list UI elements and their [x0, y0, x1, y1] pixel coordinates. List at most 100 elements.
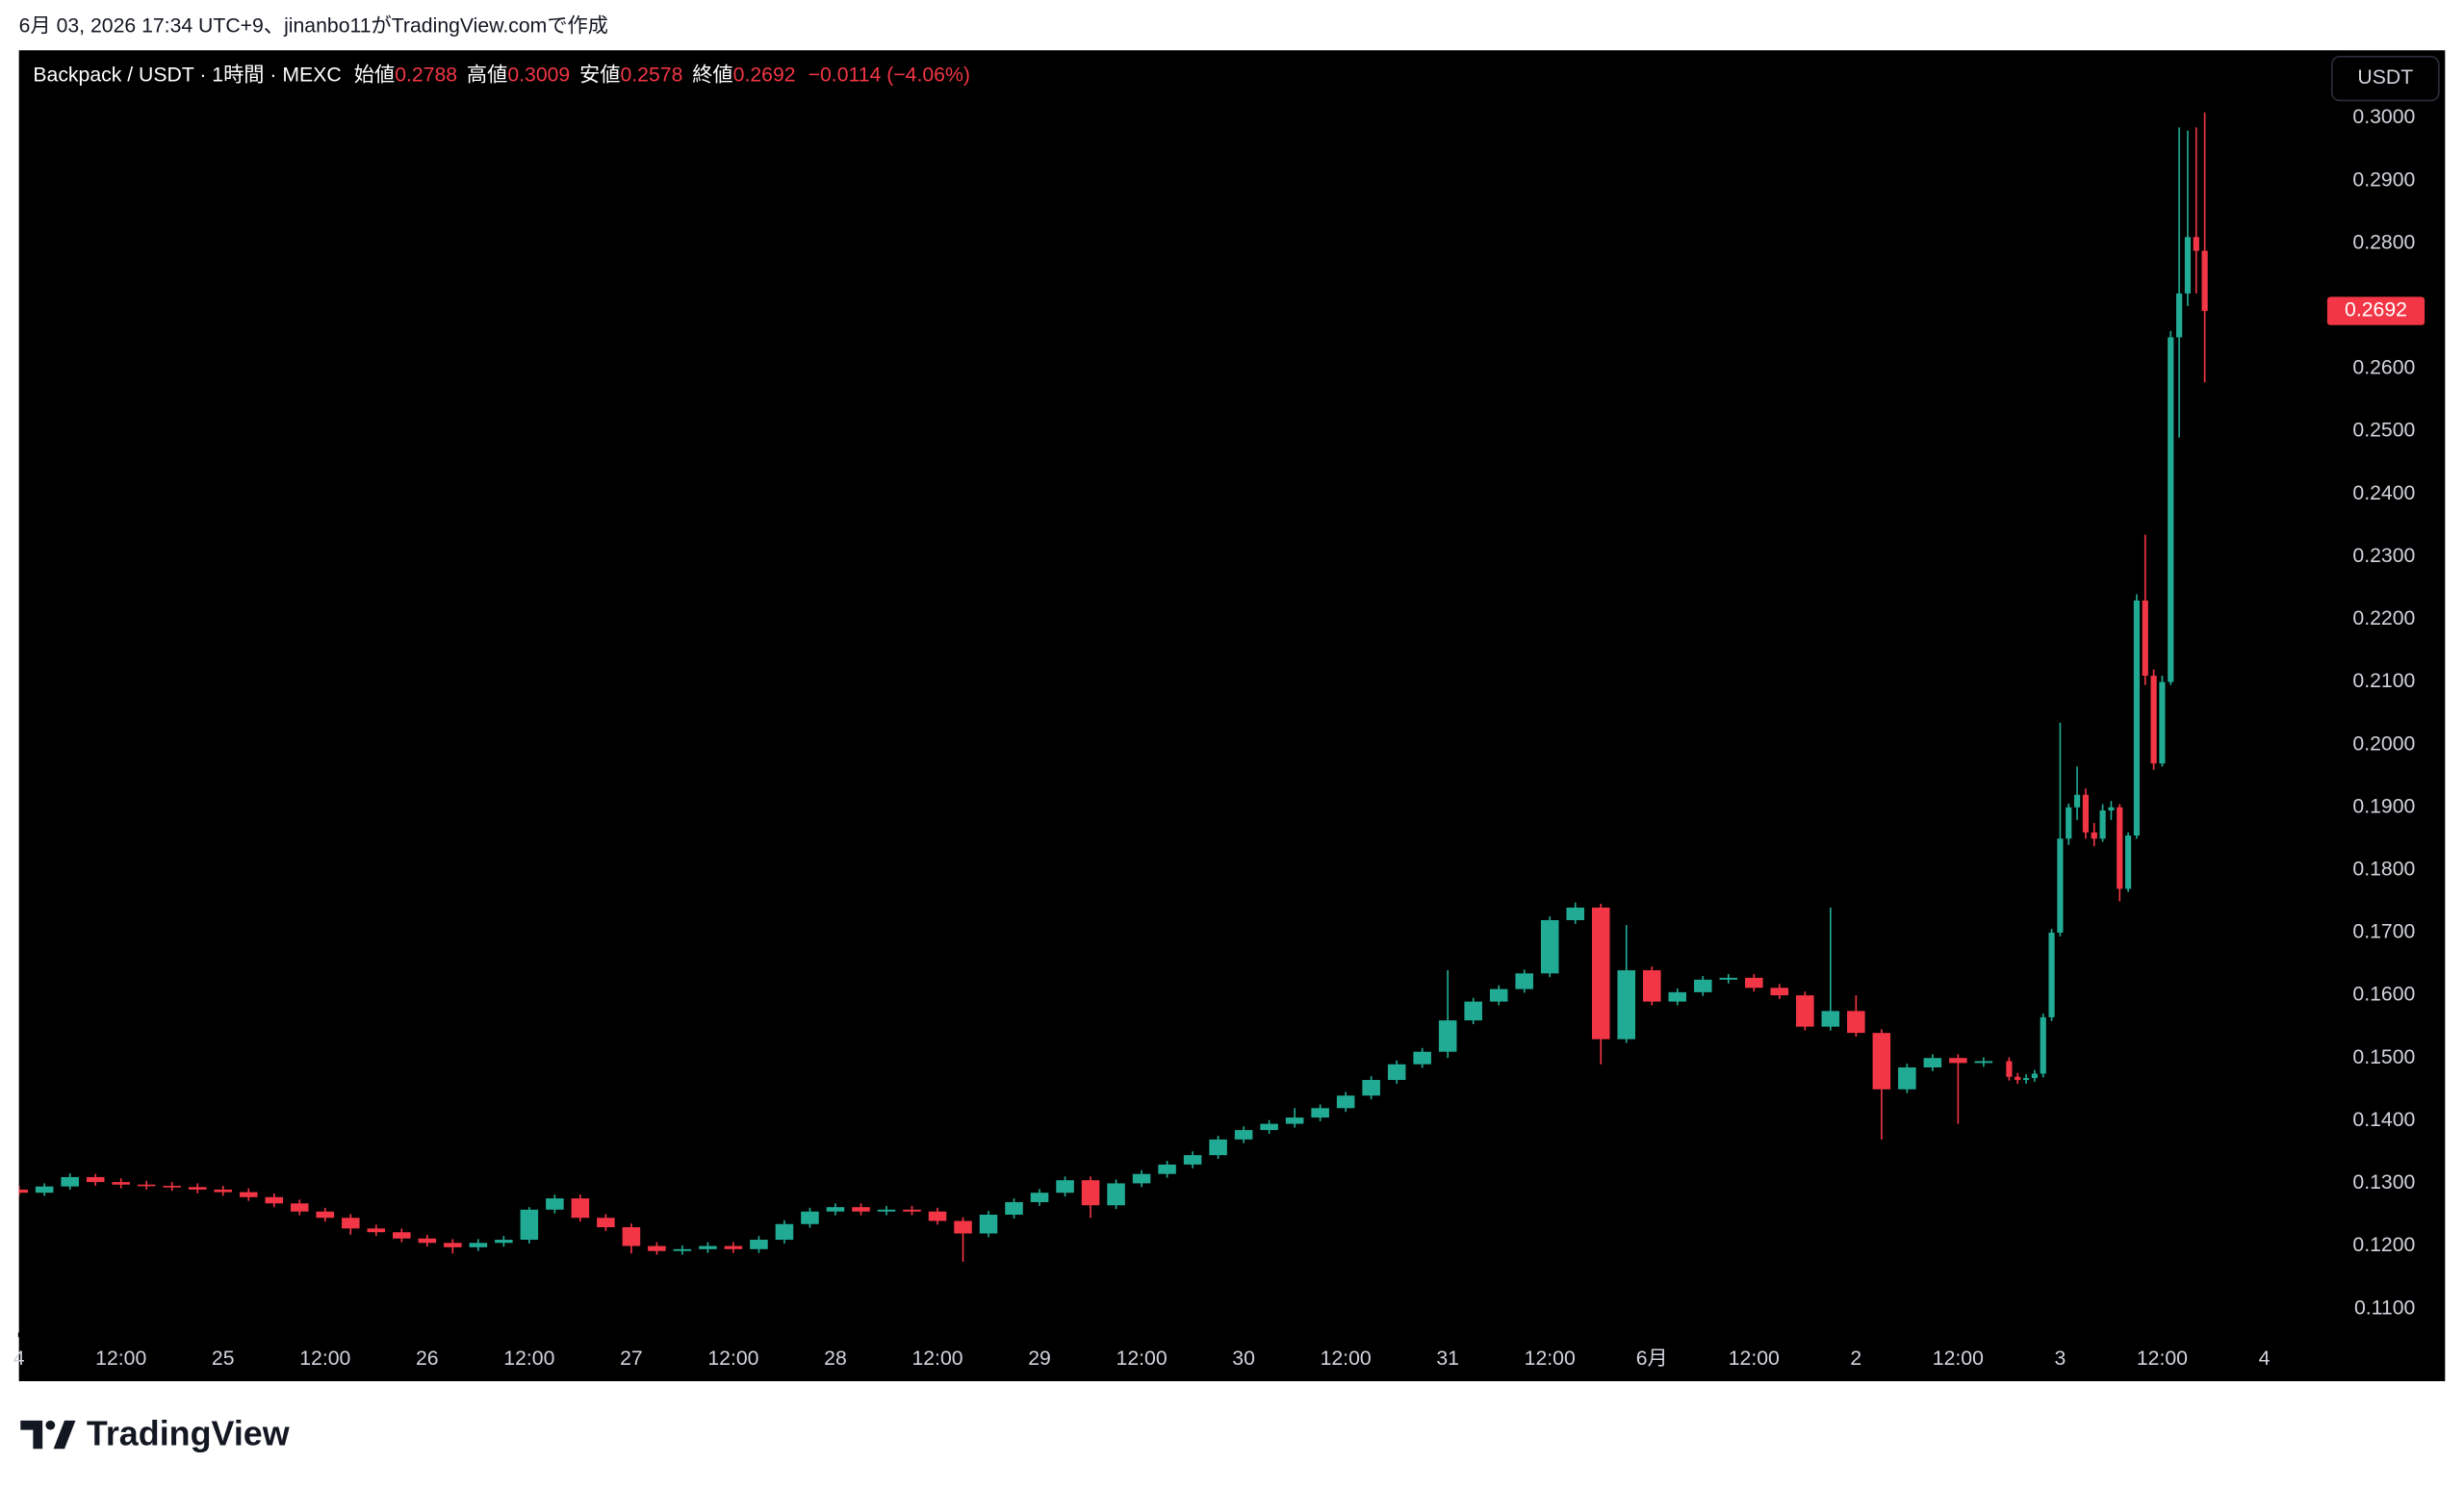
- y-tick-label: 0.2200: [2352, 607, 2415, 629]
- y-tick-label: 0.1100: [2354, 1296, 2415, 1319]
- x-tick-label: 28: [824, 1348, 847, 1370]
- legend: Backpack / USDT · 1時間 · MEXC 始値0.2788 高値0.…: [33, 63, 970, 86]
- candle-body: [290, 1203, 309, 1212]
- y-tick-label: 0.2500: [2352, 420, 2415, 442]
- candle-body: [265, 1196, 284, 1204]
- candle-body: [1719, 977, 1738, 980]
- candle-body: [112, 1182, 130, 1185]
- candle-body: [2133, 600, 2141, 836]
- currency-label[interactable]: USDT: [2357, 66, 2413, 89]
- x-tick-label: 12:00: [1116, 1348, 1168, 1370]
- x-tick-label: 4: [2259, 1348, 2271, 1370]
- candle-body: [2142, 600, 2148, 677]
- candle-body: [1515, 973, 1533, 989]
- y-tick-label: 0.1500: [2352, 1046, 2415, 1068]
- candle-body: [1030, 1193, 1049, 1202]
- x-tick-label: 12:00: [95, 1348, 146, 1370]
- y-tick-label: 0.2600: [2352, 357, 2415, 379]
- candle-body: [1591, 907, 1610, 1040]
- x-tick-label: 12:00: [1729, 1348, 1780, 1370]
- candle-body: [86, 1176, 105, 1183]
- candle-body: [1745, 977, 1763, 988]
- ohlc-label: 安値: [579, 63, 620, 86]
- candle-body: [418, 1238, 437, 1244]
- logo-mark: [45, 1420, 56, 1430]
- currency-button[interactable]: [2330, 55, 2440, 102]
- ohlc-label: 高値: [467, 63, 507, 86]
- x-tick-label: 25: [212, 1348, 235, 1370]
- candle-body: [2108, 807, 2115, 811]
- candle-body: [520, 1209, 539, 1241]
- candle-body: [877, 1209, 896, 1212]
- candle-body: [61, 1176, 79, 1187]
- candle-body: [1260, 1123, 1278, 1131]
- y-tick-label: 0.2000: [2352, 732, 2415, 755]
- y-tick-label: 0.1600: [2352, 984, 2415, 1006]
- candle-body: [571, 1198, 590, 1219]
- x-tick-label: 12:00: [1525, 1348, 1576, 1370]
- candle-body: [2184, 237, 2192, 294]
- candle-body: [954, 1220, 972, 1234]
- candle-body: [2168, 337, 2174, 682]
- candle-body: [2091, 832, 2097, 839]
- candle-body: [801, 1211, 819, 1224]
- candle-body: [673, 1248, 692, 1251]
- candle-body: [316, 1211, 335, 1219]
- candle-body: [2015, 1076, 2021, 1081]
- candle-body: [214, 1189, 233, 1193]
- x-tick-label: 12:00: [299, 1348, 350, 1370]
- ohlc-label: 始値: [354, 63, 395, 86]
- x-tick-label: 26: [416, 1348, 439, 1370]
- x-tick-label: 12:00: [1321, 1348, 1372, 1370]
- candle-body: [2099, 810, 2106, 839]
- candle-body: [597, 1218, 615, 1228]
- candle-body: [1209, 1139, 1227, 1156]
- x-tick-label: 12:00: [707, 1348, 758, 1370]
- candle-body: [2117, 807, 2123, 889]
- candle-body: [1387, 1064, 1406, 1081]
- candle-body: [2193, 237, 2199, 251]
- x-tick-label: 2: [1850, 1348, 1861, 1370]
- candle-body: [1183, 1155, 1202, 1165]
- y-tick-label: 0.1300: [2352, 1171, 2415, 1194]
- logo-mark: [20, 1420, 43, 1450]
- last-price-label: 0.2692: [2345, 299, 2407, 321]
- candle-body: [2150, 676, 2157, 764]
- candle-body: [724, 1245, 743, 1249]
- candle-body: [1668, 991, 1687, 1002]
- y-tick-label: 0.1200: [2352, 1234, 2415, 1256]
- x-tick-label: 30: [1232, 1348, 1255, 1370]
- logo-mark: [53, 1420, 76, 1450]
- candle-body: [546, 1198, 564, 1210]
- y-tick-label: 0.2300: [2352, 545, 2415, 567]
- candle-body: [393, 1232, 411, 1239]
- ohlc-value: 0.2578: [621, 64, 683, 86]
- axes: 0.1100 0.1200 0.1300 0.1400 0.1500 0.1600 0.17…: [13, 106, 2426, 1370]
- candle-body: [1132, 1173, 1151, 1184]
- y-tick-label: 0.3000: [2352, 106, 2415, 128]
- candle-body: [1107, 1183, 1125, 1206]
- candle-body: [239, 1192, 258, 1197]
- candle-body: [2048, 932, 2055, 1017]
- candle-body: [1847, 1011, 1865, 1034]
- candle-body: [852, 1207, 870, 1212]
- y-tick-label: 0.1700: [2352, 921, 2415, 943]
- candle-body: [2073, 794, 2081, 808]
- candle-body: [444, 1243, 462, 1247]
- candle-body: [1081, 1180, 1100, 1206]
- x-tick-label: 27: [620, 1348, 643, 1370]
- candle-body: [35, 1186, 54, 1194]
- candle-body: [1005, 1201, 1023, 1215]
- chart-panel: [18, 50, 2446, 1382]
- candle-body: [1362, 1080, 1380, 1096]
- candle-body: [1949, 1058, 1967, 1064]
- logo: TradingView: [20, 1414, 290, 1453]
- candle-body: [163, 1186, 182, 1188]
- x-tick-label: 29: [1028, 1348, 1051, 1370]
- x-tick-label: 6月: [1636, 1348, 1668, 1370]
- caption: 6月 03, 2026 17:34 UTC+9、jinanbo11がTradin…: [19, 13, 608, 37]
- x-tick-label: 12:00: [1933, 1348, 1984, 1370]
- candle-body: [1821, 1011, 1840, 1027]
- candle-body: [1642, 970, 1661, 1002]
